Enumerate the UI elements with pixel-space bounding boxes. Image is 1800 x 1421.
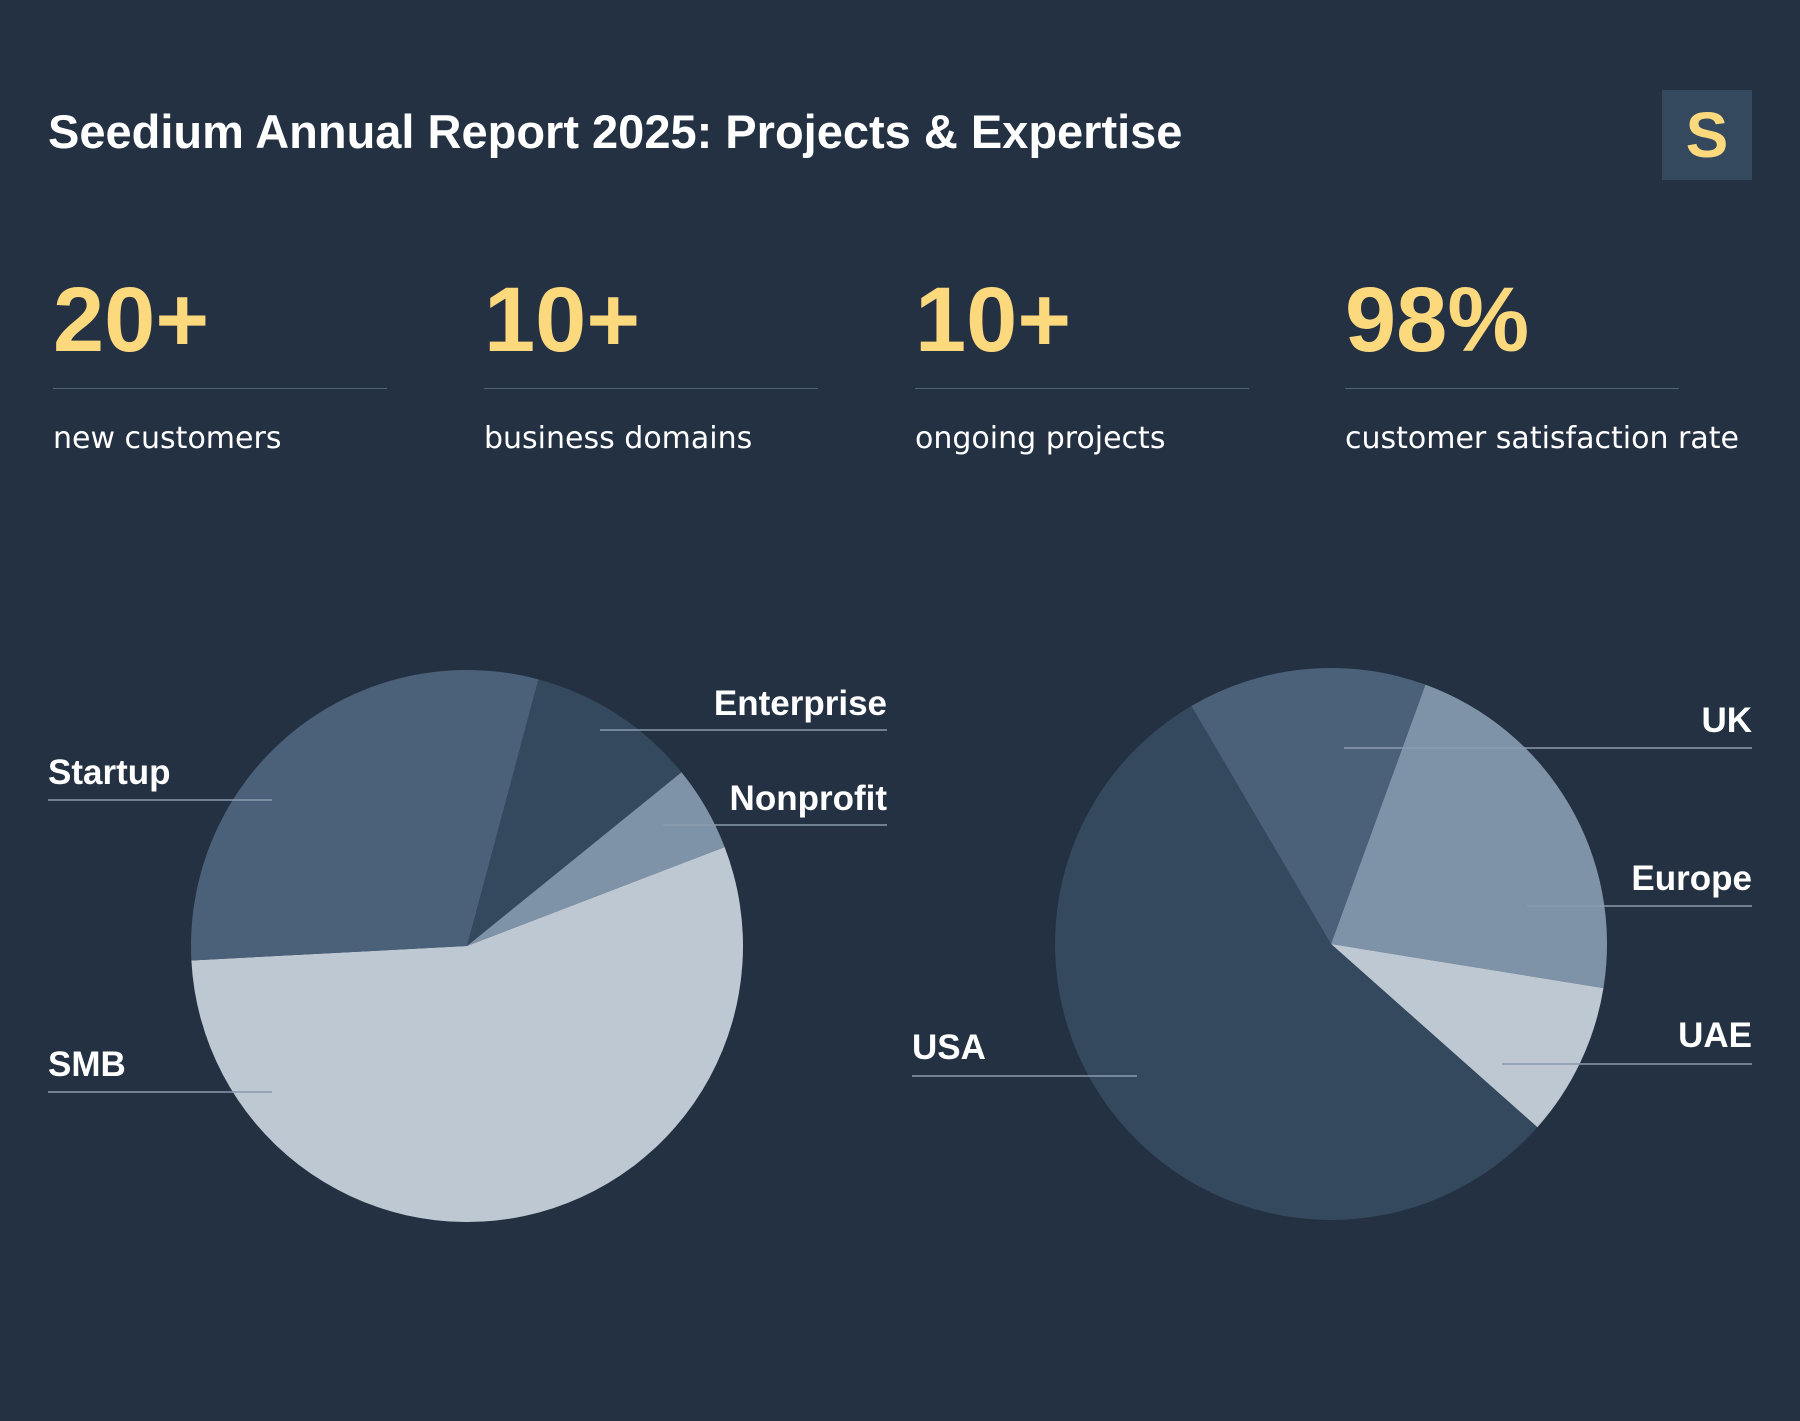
divider xyxy=(484,388,818,389)
pie-slice-europe xyxy=(1331,684,1607,989)
logo-letter: S xyxy=(1685,99,1729,171)
stat-label: business domains xyxy=(484,421,753,456)
seedium-logo: S xyxy=(1662,90,1752,180)
label-enterprise: Enterprise xyxy=(714,684,887,723)
stat-label: ongoing projects xyxy=(915,421,1166,456)
stat-value: 20+ xyxy=(53,269,210,371)
customer-type-pie xyxy=(191,670,744,1222)
pie-slice-uae xyxy=(1331,944,1604,1128)
region-pie xyxy=(1054,667,1607,1221)
label-smb: SMB xyxy=(48,1045,126,1084)
stat-value: 10+ xyxy=(915,269,1072,371)
label-startup: Startup xyxy=(48,753,171,792)
pie-slice-smb xyxy=(191,847,744,1222)
stat-satisfaction: 98% customer satisfaction rate xyxy=(1345,269,1739,456)
divider xyxy=(1345,388,1679,389)
label-usa: USA xyxy=(912,1028,986,1067)
pie-slice-nonprofit xyxy=(467,772,725,946)
stat-value: 10+ xyxy=(484,269,641,371)
divider xyxy=(915,388,1249,389)
stat-new-customers: 20+ new customers xyxy=(53,270,387,456)
label-nonprofit: Nonprofit xyxy=(730,779,888,818)
divider xyxy=(53,388,387,389)
page-title: Seedium Annual Report 2025: Projects & E… xyxy=(48,105,1183,158)
label-uk: UK xyxy=(1701,701,1752,740)
stat-label: new customers xyxy=(53,421,282,456)
pie-slice-usa xyxy=(1054,705,1538,1221)
label-uae: UAE xyxy=(1678,1016,1752,1055)
stat-ongoing-projects: 10+ ongoing projects xyxy=(915,270,1249,456)
label-europe: Europe xyxy=(1631,859,1752,898)
stat-business-domains: 10+ business domains xyxy=(484,270,818,456)
pie-slice-enterprise xyxy=(467,679,682,946)
pie-labels xyxy=(48,729,1752,1093)
pie-slice-uk xyxy=(1191,667,1426,944)
pie-slice-startup xyxy=(191,670,539,961)
stat-label: customer satisfaction rate xyxy=(1345,421,1739,456)
stat-value: 98% xyxy=(1345,269,1530,371)
